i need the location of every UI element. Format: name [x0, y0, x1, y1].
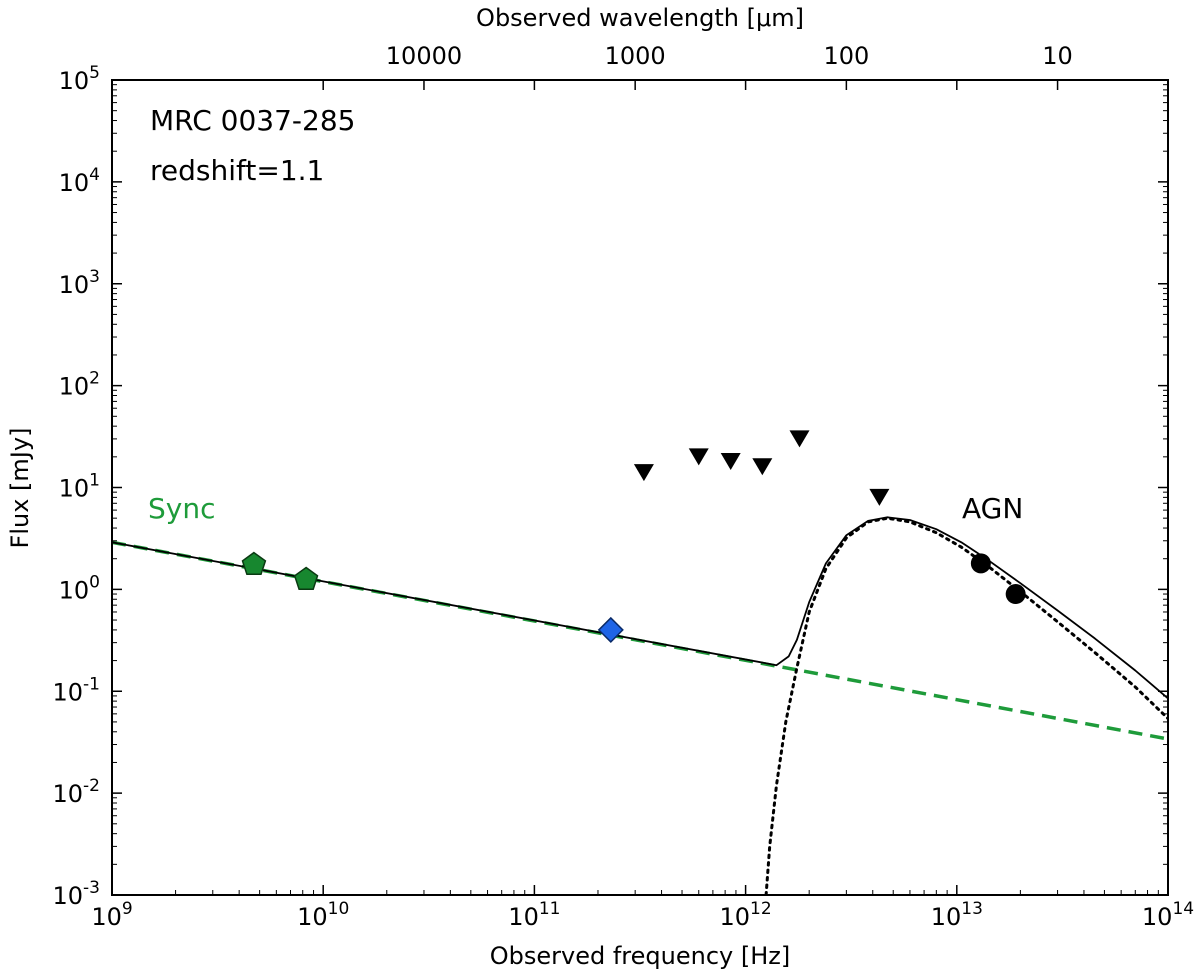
sync-point: [241, 551, 267, 576]
x-tick-label: 1013: [931, 899, 983, 931]
x-tick-label: 1012: [720, 899, 772, 931]
y-tick-label: 100: [59, 572, 100, 604]
top-tick-label: 10000: [386, 42, 462, 70]
x-axis-title: Observed frequency [Hz]: [490, 942, 790, 970]
data-markers: [241, 430, 1026, 643]
x-tick-label: 1014: [1142, 899, 1194, 931]
upper-limit-marker: [789, 430, 810, 448]
upper-limit-marker: [688, 448, 709, 466]
x-tick-label: 1011: [508, 899, 560, 931]
ir-detection-point: [1005, 584, 1026, 605]
top-tick-label: 1000: [605, 42, 666, 70]
y-tick-label: 104: [59, 165, 100, 197]
model-lines: [112, 516, 1168, 895]
x-tick-label: 109: [91, 899, 132, 931]
y-axis-title: Flux [mJy]: [6, 428, 34, 549]
ir-detection-point: [970, 553, 991, 574]
y-tick-label: 10-3: [53, 878, 101, 910]
y-tick-label: 10-1: [53, 674, 101, 706]
y-tick-label: 101: [59, 471, 100, 503]
upper-limit-marker: [752, 458, 773, 476]
upper-limit-marker: [633, 464, 654, 482]
y-tick-label: 105: [59, 63, 100, 95]
mm-detection-point: [597, 616, 624, 643]
top-tick-label: 100: [823, 42, 869, 70]
model-line-agn-component: [764, 516, 1168, 895]
agn-label: AGN: [962, 492, 1023, 525]
sync-point: [293, 566, 319, 590]
sync-label: Sync: [148, 492, 215, 525]
x-tick-label: 1010: [297, 899, 349, 931]
top-tick-label: 10: [1042, 42, 1073, 70]
plot-frame: [111, 79, 1169, 896]
upper-limit-marker: [720, 452, 741, 470]
upper-limit-marker: [869, 488, 890, 506]
top-axis-title: Observed wavelength [μm]: [476, 4, 804, 32]
y-tick-label: 102: [59, 369, 100, 401]
y-tick-label: 10-2: [53, 776, 101, 808]
redshift-label: redshift=1.1: [150, 154, 324, 187]
model-line-total-model: [112, 516, 1168, 700]
source-name-label: MRC 0037-285: [150, 104, 355, 137]
y-tick-label: 103: [59, 267, 100, 299]
